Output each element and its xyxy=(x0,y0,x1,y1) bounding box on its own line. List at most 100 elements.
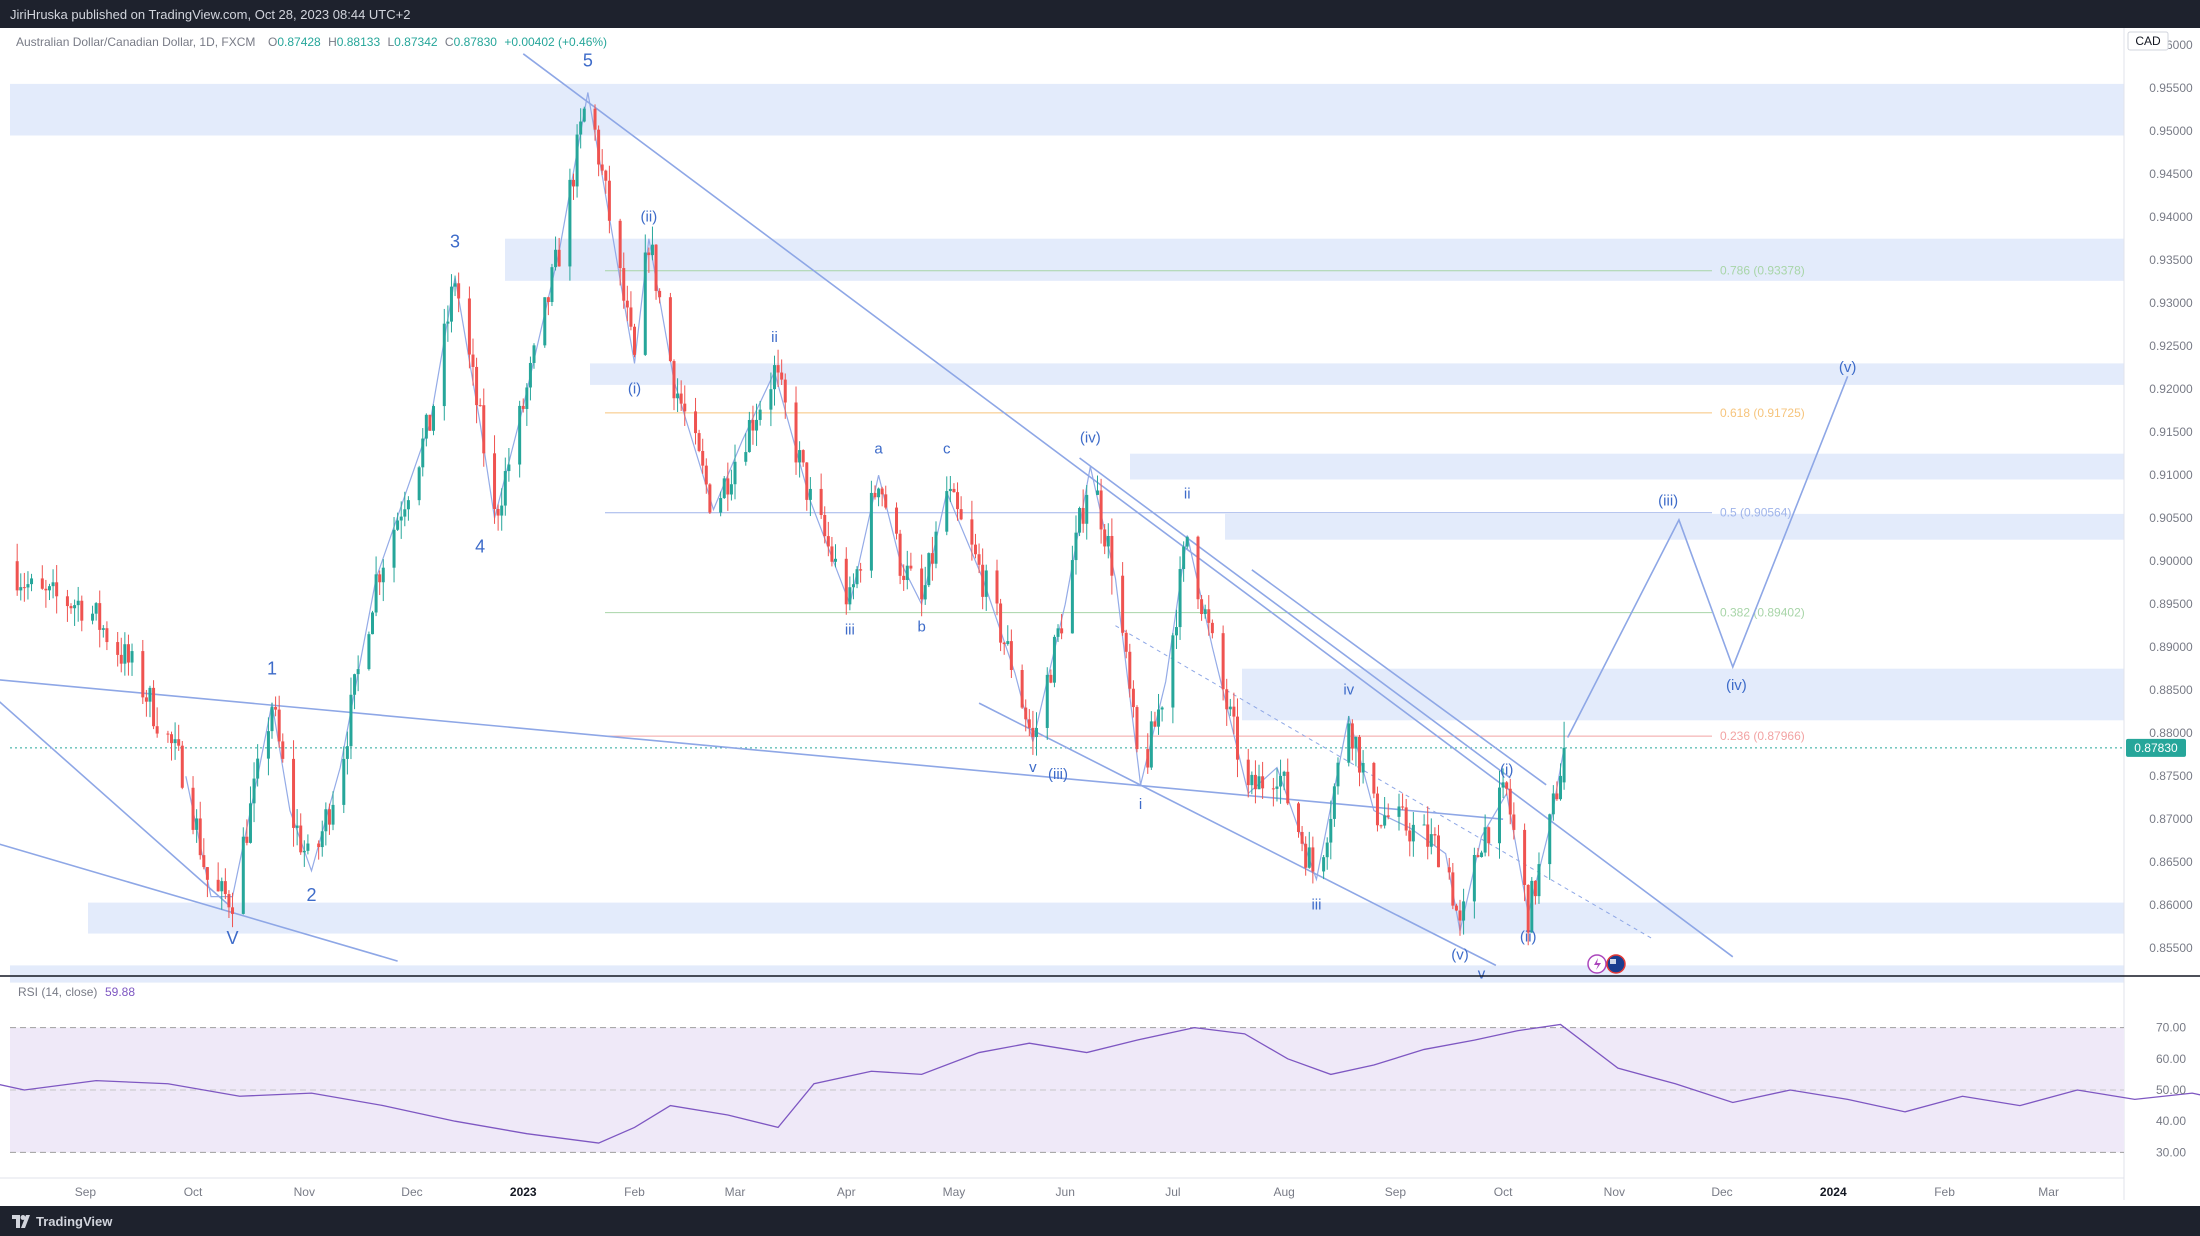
candle-body xyxy=(1325,842,1329,858)
candle-body xyxy=(76,600,80,606)
price-zone xyxy=(505,238,2124,281)
candle-body xyxy=(1157,709,1161,727)
candle-body xyxy=(1559,775,1563,800)
candle-body xyxy=(1350,723,1354,749)
candle-body xyxy=(1099,490,1103,530)
currency-badge[interactable] xyxy=(2127,31,2169,51)
candle-body xyxy=(722,478,726,499)
candle-body xyxy=(392,529,396,568)
candle-body xyxy=(525,387,529,409)
candle-body xyxy=(970,519,974,545)
candle-body xyxy=(1146,749,1150,768)
candle-body xyxy=(543,297,547,346)
candle-body xyxy=(500,505,504,516)
candle-body xyxy=(1257,776,1261,790)
trendline xyxy=(0,679,1504,820)
candle-body xyxy=(105,628,109,643)
candle-body xyxy=(683,403,687,412)
time-tick-label: Feb xyxy=(1934,1185,1955,1199)
price-tick-label: 0.90500 xyxy=(2149,511,2193,525)
candle-body xyxy=(220,881,224,892)
candle-body xyxy=(1347,723,1351,763)
candle-body xyxy=(1451,872,1455,906)
trendline xyxy=(522,53,1734,958)
candle-body xyxy=(1085,494,1089,524)
candle-body xyxy=(694,411,698,434)
price-zone xyxy=(590,363,2124,385)
rsi-band xyxy=(10,1027,2124,1153)
candle-body xyxy=(503,471,507,506)
candle-body xyxy=(1210,622,1214,634)
candle-body xyxy=(91,613,95,621)
candle-body xyxy=(859,569,863,571)
candle-body xyxy=(1174,627,1178,636)
time-axis[interactable]: Sep Oct Nov Dec 2023 Feb Mar Apr May Jun Jul Aug Sep… xyxy=(75,1185,2059,1199)
price-chart[interactable]: 0.786 (0.93378) 0.618 (0.91725) 0.5 (0.905… xyxy=(0,28,2200,1206)
candle-body xyxy=(421,438,425,468)
time-tick-label: Sep xyxy=(1385,1185,1407,1199)
wave-label: 5 xyxy=(583,51,593,71)
candle-body xyxy=(1458,910,1462,921)
wave-label: ii xyxy=(1184,485,1191,502)
candle-body xyxy=(324,809,328,832)
candle-body xyxy=(808,488,812,500)
candle-body xyxy=(1329,818,1333,843)
candle-body xyxy=(622,268,626,301)
candle-body xyxy=(819,488,823,516)
candle-body xyxy=(496,508,500,516)
price-axis[interactable]: 0.960000.955000.950000.945000.940000.935… xyxy=(2149,38,2193,955)
candle-body xyxy=(930,553,934,564)
candle-body xyxy=(1296,803,1300,832)
candle-body xyxy=(94,603,98,614)
candle-body xyxy=(216,879,220,892)
candle-body xyxy=(1311,847,1315,872)
candle-body xyxy=(1002,642,1006,645)
legend-symbol: Australian Dollar/Canadian Dollar, 1D, F… xyxy=(16,35,255,49)
candle-body xyxy=(1537,864,1541,897)
candle-body xyxy=(1271,788,1275,790)
wave-label: (i) xyxy=(1500,761,1513,778)
candle-body xyxy=(47,586,51,591)
candle-body xyxy=(984,570,988,597)
candle-body xyxy=(758,409,762,420)
candle-body xyxy=(629,307,633,327)
candle-body xyxy=(256,758,260,779)
candle-body xyxy=(302,850,306,853)
candle-body xyxy=(1207,609,1211,623)
trendlines xyxy=(0,53,1849,967)
candle-body xyxy=(1228,706,1232,710)
candle-body xyxy=(1332,786,1336,819)
candle-body xyxy=(923,585,927,600)
candle-body xyxy=(1386,815,1390,817)
candle-body xyxy=(446,321,450,324)
wave-label: (iv) xyxy=(1080,430,1101,447)
candle-body xyxy=(155,726,159,734)
candle-body xyxy=(805,462,809,500)
candle-body xyxy=(1006,641,1010,645)
price-tick-label: 0.89000 xyxy=(2149,640,2193,654)
candle-body xyxy=(403,509,407,517)
candle-body xyxy=(191,787,195,830)
legend-l-value: 0.87342 xyxy=(394,35,438,49)
candle-body xyxy=(844,558,848,605)
candle-body xyxy=(869,492,873,571)
candle-body xyxy=(973,544,977,555)
candle-body xyxy=(658,290,662,298)
candle-body xyxy=(55,582,59,597)
price-tick-label: 0.87000 xyxy=(2149,812,2193,826)
event-icons[interactable] xyxy=(1587,954,1626,974)
candle-body xyxy=(152,687,156,727)
rsi-tick-label: 50.00 xyxy=(2156,1083,2186,1097)
candle-body xyxy=(1261,776,1265,789)
currency-label: CAD xyxy=(2135,34,2161,48)
candle-body xyxy=(1508,788,1512,815)
candle-body xyxy=(306,843,310,851)
candle-body xyxy=(371,612,375,635)
trendline xyxy=(1079,457,1511,779)
candle-body xyxy=(424,414,428,439)
candle-body xyxy=(1480,852,1484,858)
candle-body xyxy=(1250,774,1254,786)
candle-body xyxy=(633,326,637,355)
candle-body xyxy=(995,570,999,604)
candle-body xyxy=(1110,536,1114,576)
